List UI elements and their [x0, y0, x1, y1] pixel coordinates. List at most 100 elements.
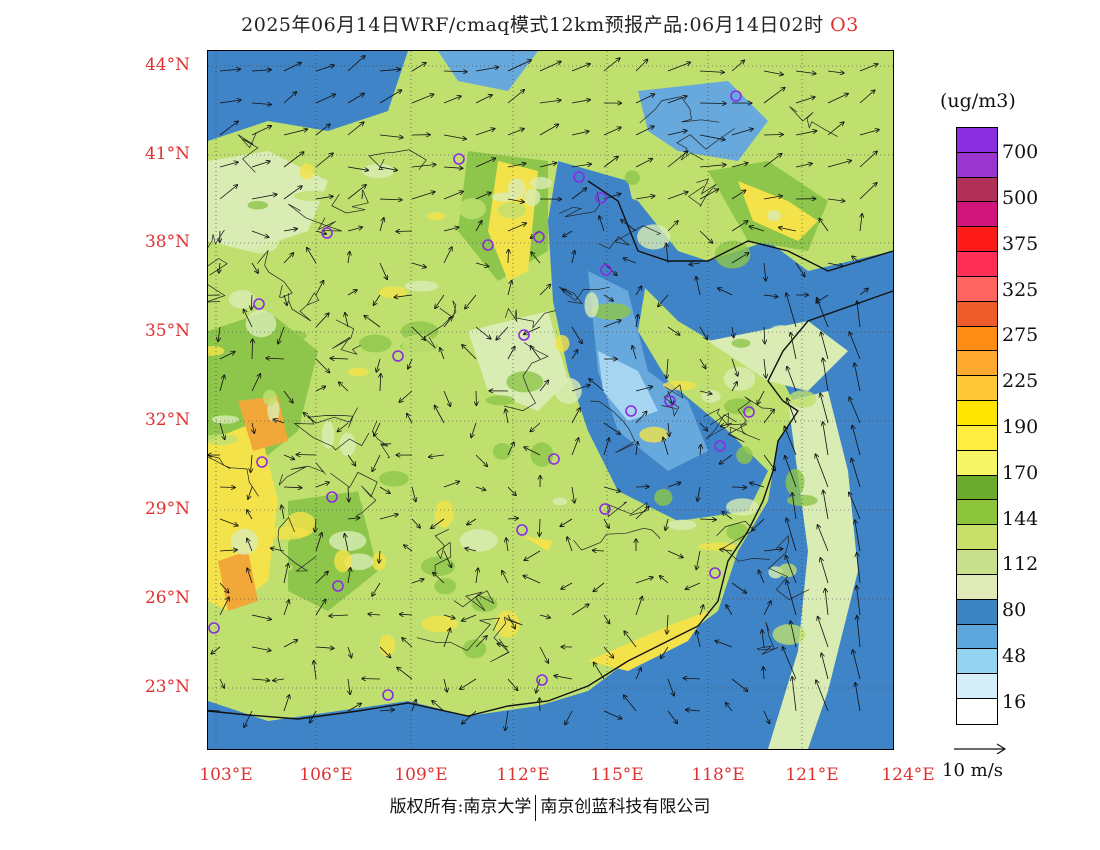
wind-arrow [661, 646, 669, 658]
station-marker [600, 264, 612, 276]
peak-region [738, 181, 818, 241]
wind-arrow [465, 294, 477, 309]
station-marker [518, 329, 530, 341]
wind-arrow [603, 518, 609, 528]
field-patch [667, 519, 697, 531]
field-patch [359, 334, 392, 353]
wind-arrow [667, 62, 690, 72]
wind-arrow [750, 483, 765, 488]
wind-arrow [251, 161, 270, 168]
wind-arrow [635, 94, 654, 104]
wind-arrow [530, 422, 541, 432]
wind-arrow [248, 486, 253, 499]
colorbar-label: 112 [1002, 553, 1039, 575]
wind-arrow [247, 539, 253, 552]
wind-arrow [251, 294, 252, 310]
wind-arrow [411, 94, 434, 104]
wind-arrow [560, 518, 573, 526]
wind-arrow [283, 640, 297, 648]
wind-arrow [849, 332, 861, 360]
station-marker [730, 90, 742, 102]
wind-arrow [827, 199, 845, 201]
wind-arrow [779, 227, 797, 232]
station-marker [536, 674, 548, 686]
field-patch [299, 163, 314, 180]
wind-arrow [763, 549, 783, 551]
wind-arrow [763, 154, 782, 168]
wind-arrow [857, 616, 861, 648]
wind-arrow [790, 621, 797, 648]
wind-arrow [315, 647, 334, 648]
wind-arrow [507, 198, 524, 202]
field-patch [459, 529, 498, 552]
wind-arrow [266, 358, 285, 359]
wind-arrow [603, 127, 621, 136]
wind-arrow [251, 374, 260, 392]
wind-arrow [859, 90, 875, 104]
wind-arrow [330, 358, 349, 359]
wind-arrow [507, 518, 518, 519]
wind-arrow [443, 191, 463, 200]
wind-arrow [507, 347, 515, 360]
lat-label-23: 23°N [144, 677, 190, 697]
wind-arrow [497, 644, 509, 648]
province-border [434, 528, 452, 576]
lat-lon-gridlines [208, 51, 893, 749]
wind-arrow [411, 192, 435, 200]
wind-arrow [821, 332, 829, 360]
wind-arrow [304, 413, 317, 424]
field-patch [552, 497, 568, 506]
copyright-footer: 版权所有:南京大学 南京创蓝科技有限公司 [0, 792, 1100, 821]
wind-arrow [571, 326, 582, 343]
wind-arrow [507, 60, 531, 72]
wind-arrow [460, 678, 477, 689]
colorbar-swatch [957, 227, 997, 253]
field-patch [637, 224, 671, 250]
wind-arrow [731, 60, 744, 72]
wind-arrow [763, 295, 778, 297]
wind-arrow [443, 390, 450, 406]
wind-arrow [219, 422, 225, 439]
wind-arrow [603, 294, 613, 301]
province-border [598, 225, 662, 250]
wind-arrow [443, 227, 459, 232]
station-marker [595, 192, 607, 204]
wind-arrow [443, 134, 466, 139]
field-patch [766, 210, 782, 222]
wind-arrow [347, 56, 365, 72]
wind-arrow [757, 390, 765, 404]
wind-arrow [281, 505, 284, 520]
field-patch [494, 610, 520, 638]
colorbar-swatch [957, 425, 997, 451]
province-border [716, 520, 770, 562]
field-patch [471, 595, 498, 613]
wind-arrow [348, 678, 350, 694]
wind-arrow [252, 339, 253, 360]
wind-arrow [347, 454, 355, 466]
wind-arrow [667, 483, 681, 488]
coastline [587, 180, 893, 272]
wind-arrow [786, 518, 797, 552]
wind-arrow [699, 326, 707, 339]
station-marker [709, 567, 721, 579]
province-border [489, 616, 523, 663]
colorbar-swatch [957, 475, 997, 501]
colorbar-label: 190 [1002, 416, 1039, 438]
wind-arrow [278, 326, 285, 344]
reference-arrow-icon [954, 743, 1007, 754]
wind-arrow [667, 678, 674, 696]
province-border [789, 106, 838, 137]
wind-arrow [696, 277, 701, 296]
wind-arrow [376, 358, 381, 372]
wind-arrow [219, 597, 229, 616]
wind-arrow [731, 487, 746, 488]
wind-arrow [696, 550, 701, 569]
wind-arrow [667, 390, 673, 405]
wind-arrow [636, 315, 638, 328]
wind-arrow [399, 390, 413, 402]
field-patch [736, 446, 753, 465]
wind-arrow [795, 70, 816, 74]
wind-arrow [475, 95, 492, 104]
wind-arrow [283, 253, 293, 264]
wind-arrow [273, 419, 285, 424]
